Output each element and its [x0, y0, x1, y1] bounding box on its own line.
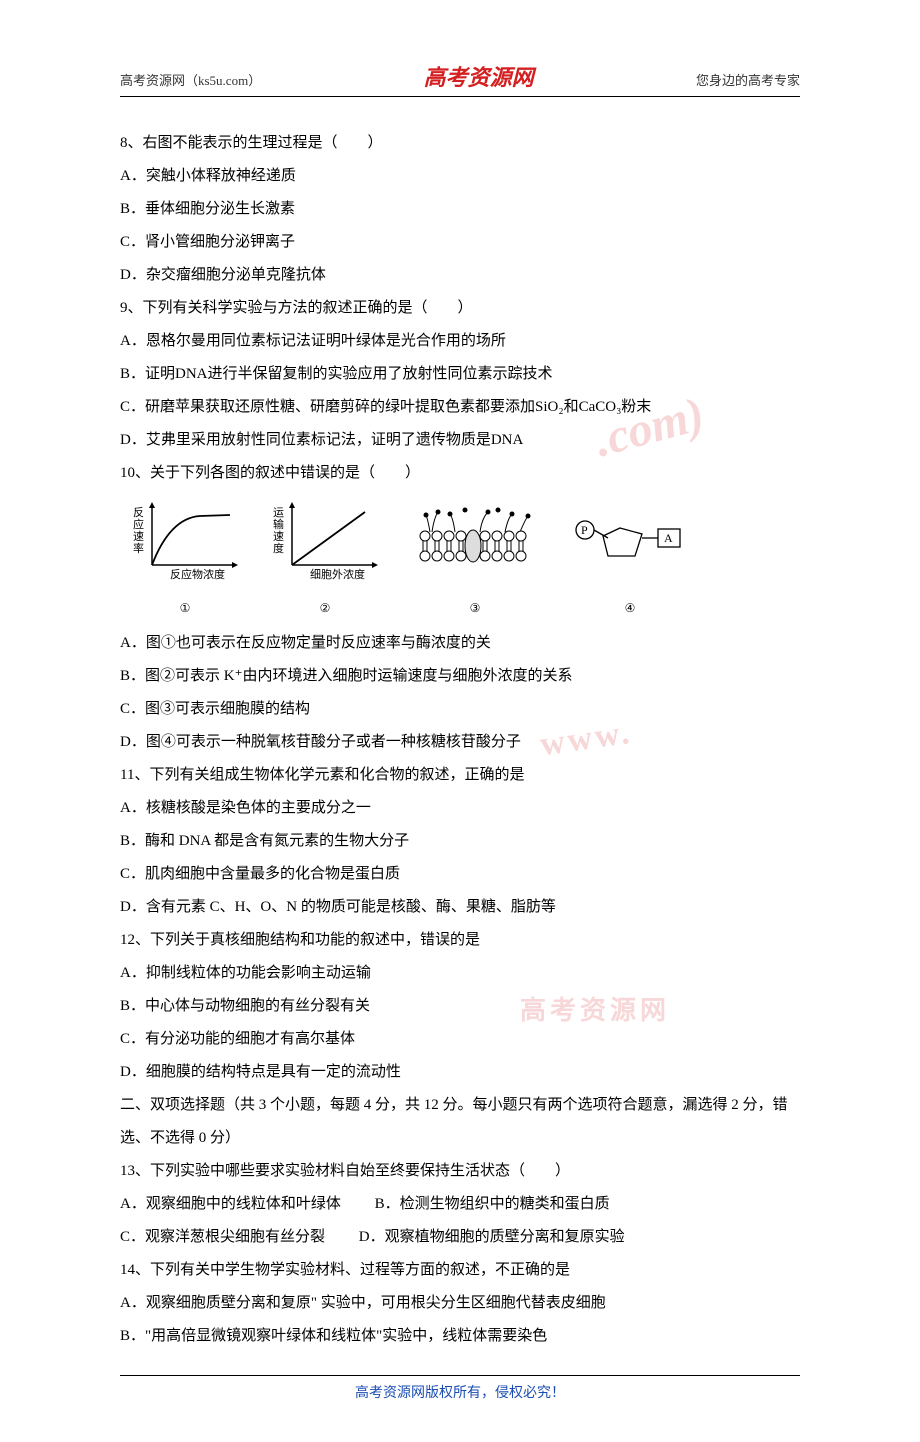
q10-stem: 10、关于下列各图的叙述中错误的是（ ） [120, 457, 800, 490]
fig2-num: ② [270, 595, 380, 621]
svg-text:应: 应 [133, 517, 144, 531]
q13-C: C．观察洋葱根尖细胞有丝分裂 [120, 1229, 325, 1245]
q10-figures: 反 应 速 率 反应物浓度 ① 运 输 速 [130, 500, 800, 621]
q14-A: A．观察细胞质壁分离和复原" 实验中，可用根尖分生区细胞代替表皮细胞 [120, 1287, 800, 1320]
q12-stem: 12、下列关于真核细胞结构和功能的叙述中，错误的是 [120, 924, 800, 957]
q9-C: C．研磨苹果获取还原性糖、研磨剪碎的绿叶提取色素都要添加SiO₂和CaCO₃粉末 [120, 391, 800, 424]
svg-text:运: 运 [273, 506, 284, 519]
page-header: 高考资源网（ks5u.com） 高考资源网 您身边的高考专家 [120, 60, 800, 97]
q9-B: B．证明DNA进行半保留复制的实验应用了放射性同位素示踪技术 [120, 358, 800, 391]
q11-C: C．肌肉细胞中含量最多的化合物是蛋白质 [120, 858, 800, 891]
section2-header: 二、双项选择题（共 3 个小题，每题 4 分，共 12 分。每小题只有两个选项符… [120, 1089, 800, 1155]
fig1-num: ① [130, 595, 240, 621]
q12-B: B．中心体与动物细胞的有丝分裂有关 [120, 990, 800, 1023]
q13-CD: C．观察洋葱根尖细胞有丝分裂 D．观察植物细胞的质壁分离和复原实验 [120, 1221, 800, 1254]
q14-stem: 14、下列有关中学生物学实验材料、过程等方面的叙述，不正确的是 [120, 1254, 800, 1287]
fig3-num: ③ [410, 595, 540, 621]
svg-text:P: P [581, 523, 588, 537]
q13-stem: 13、下列实验中哪些要求实验材料自始至终要保持生活状态（ ） [120, 1155, 800, 1188]
q9-stem: 9、下列有关科学实验与方法的叙述正确的是（ ） [120, 292, 800, 325]
header-right: 您身边的高考专家 [696, 70, 800, 89]
fig1-svg: 反 应 速 率 反应物浓度 [130, 500, 240, 580]
q11-A: A．核糖核酸是染色体的主要成分之一 [120, 792, 800, 825]
q11-D: D．含有元素 C、H、O、N 的物质可能是核酸、酶、果糖、脂肪等 [120, 891, 800, 924]
q9-A: A．恩格尔曼用同位素标记法证明叶绿体是光合作用的场所 [120, 325, 800, 358]
page-footer: 高考资源网版权所有，侵权必究！ [120, 1375, 800, 1402]
q12-A: A．抑制线粒体的功能会影响主动运输 [120, 957, 800, 990]
q13-B: B．检测生物组织中的糖类和蛋白质 [375, 1196, 610, 1212]
svg-text:反应物浓度: 反应物浓度 [170, 567, 225, 580]
q12-C: C．有分泌功能的细胞才有高尔基体 [120, 1023, 800, 1056]
svg-text:细胞外浓度: 细胞外浓度 [310, 567, 365, 580]
header-left: 高考资源网（ks5u.com） [120, 70, 261, 89]
svg-text:度: 度 [273, 541, 284, 555]
q13-AB: A．观察细胞中的线粒体和叶绿体 B．检测生物组织中的糖类和蛋白质 [120, 1188, 800, 1221]
q8-A: A．突触小体释放神经递质 [120, 160, 800, 193]
q11-B: B．酶和 DNA 都是含有氮元素的生物大分子 [120, 825, 800, 858]
svg-text:反: 反 [133, 506, 144, 519]
q8-C: C．肾小管细胞分泌钾离子 [120, 226, 800, 259]
q10-A: A．图①也可表示在反应物定量时反应速率与酶浓度的关 [120, 627, 800, 660]
fig4-svg: P A [570, 500, 690, 580]
q14-B: B．"用高倍显微镜观察叶绿体和线粒体"实验中，线粒体需要染色 [120, 1320, 800, 1353]
q10-fig3: ③ [410, 500, 540, 621]
q13-A: A．观察细胞中的线粒体和叶绿体 [120, 1196, 341, 1212]
q8-B: B．垂体细胞分泌生长激素 [120, 193, 800, 226]
fig2-svg: 运 输 速 度 细胞外浓度 [270, 500, 380, 580]
svg-text:率: 率 [133, 541, 144, 555]
content-body: 8、右图不能表示的生理过程是（ ） A．突触小体释放神经递质 B．垂体细胞分泌生… [120, 127, 800, 1353]
svg-text:A: A [664, 531, 673, 545]
svg-text:速: 速 [273, 530, 284, 543]
fig3-svg [410, 500, 540, 580]
q10-fig2: 运 输 速 度 细胞外浓度 ② [270, 500, 380, 621]
q10-D: D．图④可表示一种脱氧核苷酸分子或者一种核糖核苷酸分子 [120, 726, 800, 759]
fig4-num: ④ [570, 595, 690, 621]
q13-D: D．观察植物细胞的质壁分离和复原实验 [359, 1229, 625, 1245]
q8-stem: 8、右图不能表示的生理过程是（ ） [120, 127, 800, 160]
q10-fig1: 反 应 速 率 反应物浓度 ① [130, 500, 240, 621]
page-wrapper: .com) www. 高考资源网 高考资源网（ks5u.com） 高考资源网 您… [120, 60, 800, 1402]
q9-D: D．艾弗里采用放射性同位素标记法，证明了遗传物质是DNA [120, 424, 800, 457]
q10-fig4: P A ④ [570, 500, 690, 621]
svg-text:速: 速 [133, 530, 144, 543]
header-center: 高考资源网 [424, 60, 534, 92]
svg-text:输: 输 [273, 517, 284, 531]
q10-C: C．图③可表示细胞膜的结构 [120, 693, 800, 726]
q11-stem: 11、下列有关组成生物体化学元素和化合物的叙述，正确的是 [120, 759, 800, 792]
q8-D: D．杂交瘤细胞分泌单克隆抗体 [120, 259, 800, 292]
q12-D: D．细胞膜的结构特点是具有一定的流动性 [120, 1056, 800, 1089]
q10-B: B．图②可表示 K⁺由内环境进入细胞时运输速度与细胞外浓度的关系 [120, 660, 800, 693]
